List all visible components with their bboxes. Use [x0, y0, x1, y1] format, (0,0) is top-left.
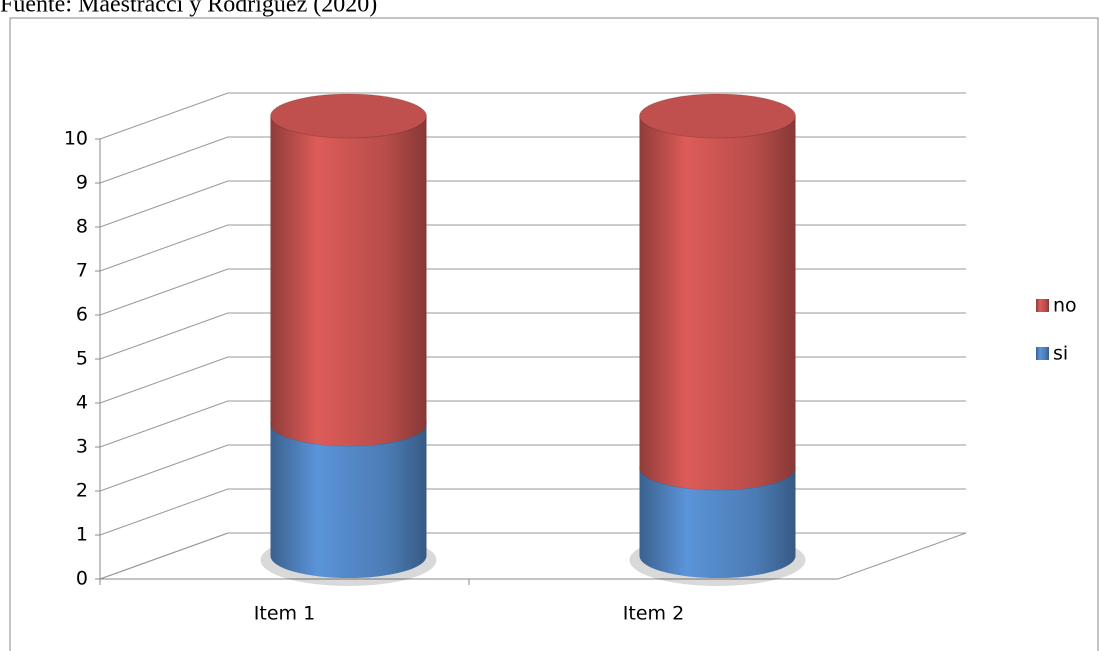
x-tick-label: Item 1 [254, 603, 315, 625]
y-tick-label: 3 [76, 436, 88, 458]
y-tick-label: 2 [76, 480, 88, 502]
grid-line [99, 312, 229, 360]
chart-title: Fuente: Maestracci y Rodríguez (2020) [0, 0, 377, 18]
y-tick-label: 7 [76, 260, 88, 282]
legend-label: si [1053, 343, 1068, 365]
y-tick-label: 0 [76, 568, 88, 590]
y-tick-label: 6 [76, 304, 88, 326]
bar [270, 116, 427, 446]
legend-swatch [1036, 299, 1049, 312]
y-tick-label: 1 [76, 524, 88, 546]
grid-line [99, 532, 229, 580]
grid-line [99, 356, 229, 404]
bar [639, 116, 796, 490]
grid-line [99, 488, 229, 536]
bar-top [639, 93, 796, 139]
y-tick-label: 4 [76, 392, 88, 414]
grid-line [99, 92, 229, 140]
grid-line [99, 268, 229, 316]
grid-line [99, 136, 229, 184]
bar [270, 424, 427, 578]
y-tick-label: 10 [64, 128, 88, 150]
bar [639, 468, 796, 578]
grid-line [99, 224, 229, 272]
y-tick-label: 9 [76, 172, 88, 194]
grid-line [99, 400, 229, 448]
y-tick-label: 5 [76, 348, 88, 370]
grid-line [99, 444, 229, 492]
y-tick-label: 8 [76, 216, 88, 238]
bar-top [270, 93, 427, 139]
legend-label: no [1053, 295, 1077, 317]
grid-line [99, 180, 229, 228]
x-tick-label: Item 2 [623, 603, 684, 625]
chart-border [9, 17, 1099, 651]
legend-swatch [1036, 347, 1049, 360]
